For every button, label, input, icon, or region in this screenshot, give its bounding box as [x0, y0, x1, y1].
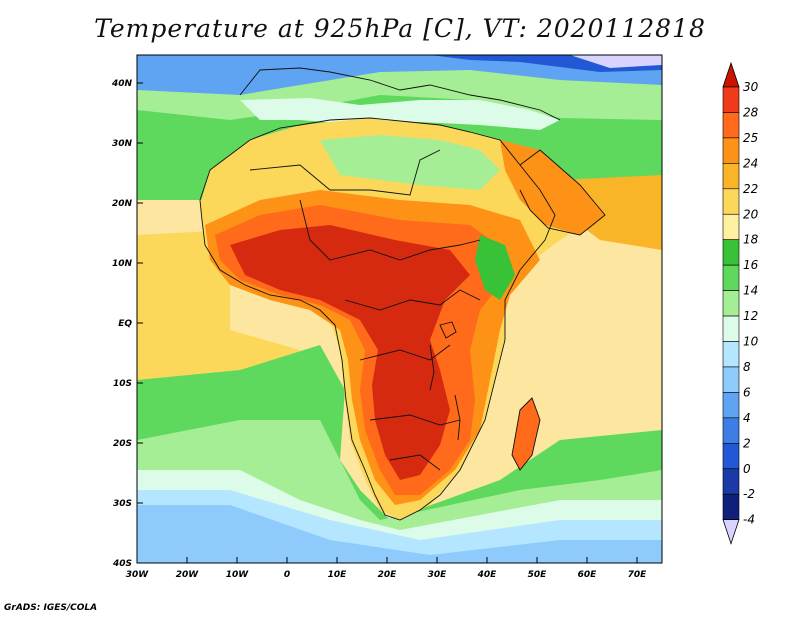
lon-tick-label: 60E	[578, 570, 598, 580]
lake-tanganyika	[429, 344, 435, 391]
colorbar-label: 4	[743, 411, 751, 425]
lon-tick-label: 30E	[428, 570, 448, 580]
colorbar-swatch	[722, 366, 740, 393]
colorbar-swatch	[722, 468, 740, 495]
colorbar-swatch	[722, 86, 740, 113]
arabia-coastline	[519, 149, 606, 236]
colorbar-swatch	[722, 239, 740, 266]
colorbar-swatch	[722, 213, 740, 241]
lon-tick-label: 20W	[176, 570, 200, 580]
field-africa-core	[230, 225, 470, 480]
colorbar-label: -2	[743, 487, 755, 501]
colorbar-label: 24	[743, 156, 758, 170]
latitude-axis: 40N 30N 20N 10N EQ 10S 20S 30S 40S	[111, 79, 143, 569]
colorbar-label: 0	[743, 462, 751, 476]
colorbar-label: -4	[743, 513, 755, 527]
lon-tick-label: 70E	[628, 570, 648, 580]
field-south-blue	[137, 505, 662, 563]
plot-frame	[136, 54, 663, 564]
lake-victoria	[439, 321, 457, 339]
lon-tick-label: 40E	[477, 570, 498, 580]
field-north-blue	[137, 55, 662, 95]
colorbar-label: 18	[743, 233, 759, 247]
colorbar-label: 16	[743, 258, 759, 272]
lat-tick-label: 20N	[112, 199, 133, 209]
africa-coastline	[199, 117, 556, 521]
colorbar-label: 22	[743, 182, 758, 196]
colorbar-swatch	[722, 163, 740, 190]
map-title: Temperature at 925hPa [C], VT: 202011281…	[94, 14, 706, 43]
colorbar-label: 20	[743, 207, 759, 221]
colorbar-top-arrow	[722, 61, 740, 88]
lon-tick-label: 20E	[378, 570, 398, 580]
colorbar-label: 12	[743, 309, 758, 323]
colorbar-bottom-arrow	[722, 519, 740, 545]
lon-tick-label: 0	[284, 570, 290, 580]
field-sahara-green	[320, 135, 500, 190]
colorbar-label: 2	[743, 436, 751, 450]
field-ethiopia	[475, 235, 515, 300]
madagascar-coastline	[511, 397, 541, 471]
lat-tick-label: 20S	[113, 439, 132, 449]
colorbar-label: 6	[743, 385, 751, 399]
field-north-cold	[570, 55, 662, 68]
colorbar-label: 30	[743, 80, 759, 94]
colorbar-label: 25	[743, 131, 758, 145]
border-3	[344, 289, 481, 311]
border-5	[369, 414, 461, 426]
colorbar-swatch	[722, 341, 740, 368]
lat-tick-label: 40S	[112, 559, 132, 569]
lon-tick-label: 10E	[328, 570, 348, 580]
lon-tick-label: 50E	[528, 570, 548, 580]
border-1	[249, 149, 441, 196]
field-med	[240, 98, 560, 130]
lat-tick-label: EQ	[118, 319, 132, 329]
lat-tick-label: 10N	[112, 259, 133, 269]
border-6	[389, 454, 441, 471]
lat-tick-label: 10S	[113, 379, 132, 389]
field-atl-yellow	[137, 230, 300, 390]
lat-tick-label: 30N	[112, 139, 133, 149]
lake-malawi	[454, 394, 461, 441]
border-4	[359, 344, 451, 361]
colorbar-swatch	[722, 112, 740, 139]
border-2	[299, 199, 481, 261]
colorbar-swatch	[722, 264, 740, 291]
lon-tick-label: 10W	[226, 570, 250, 580]
colorbar-swatch	[722, 315, 740, 342]
lon-tick-label: 30W	[126, 570, 150, 580]
colorbar-swatch	[722, 493, 740, 520]
colorbar-label: 14	[743, 284, 758, 298]
colorbar-label: 8	[743, 360, 751, 374]
colorbar-swatch	[722, 290, 740, 317]
temperature-field	[137, 55, 662, 563]
colorbar-swatch	[722, 392, 740, 419]
colorbar-swatch	[722, 417, 740, 444]
coastlines	[199, 67, 606, 521]
lat-tick-label: 30S	[113, 499, 132, 509]
colorbar-swatch	[722, 442, 740, 470]
europe-coastline	[239, 67, 561, 121]
colorbar-label: 10	[743, 335, 759, 349]
colorbar-swatch	[722, 137, 740, 164]
grads-credit: GrADS: IGES/COLA	[4, 603, 98, 613]
colorbar-swatch	[722, 188, 740, 215]
longitude-axis: 30W 20W 10W 0 10E 20E 30E 40E 50E 60E 70E	[126, 557, 647, 580]
colorbar-label: 28	[743, 105, 759, 119]
field-arabia	[500, 140, 605, 235]
lat-tick-label: 40N	[111, 79, 133, 89]
